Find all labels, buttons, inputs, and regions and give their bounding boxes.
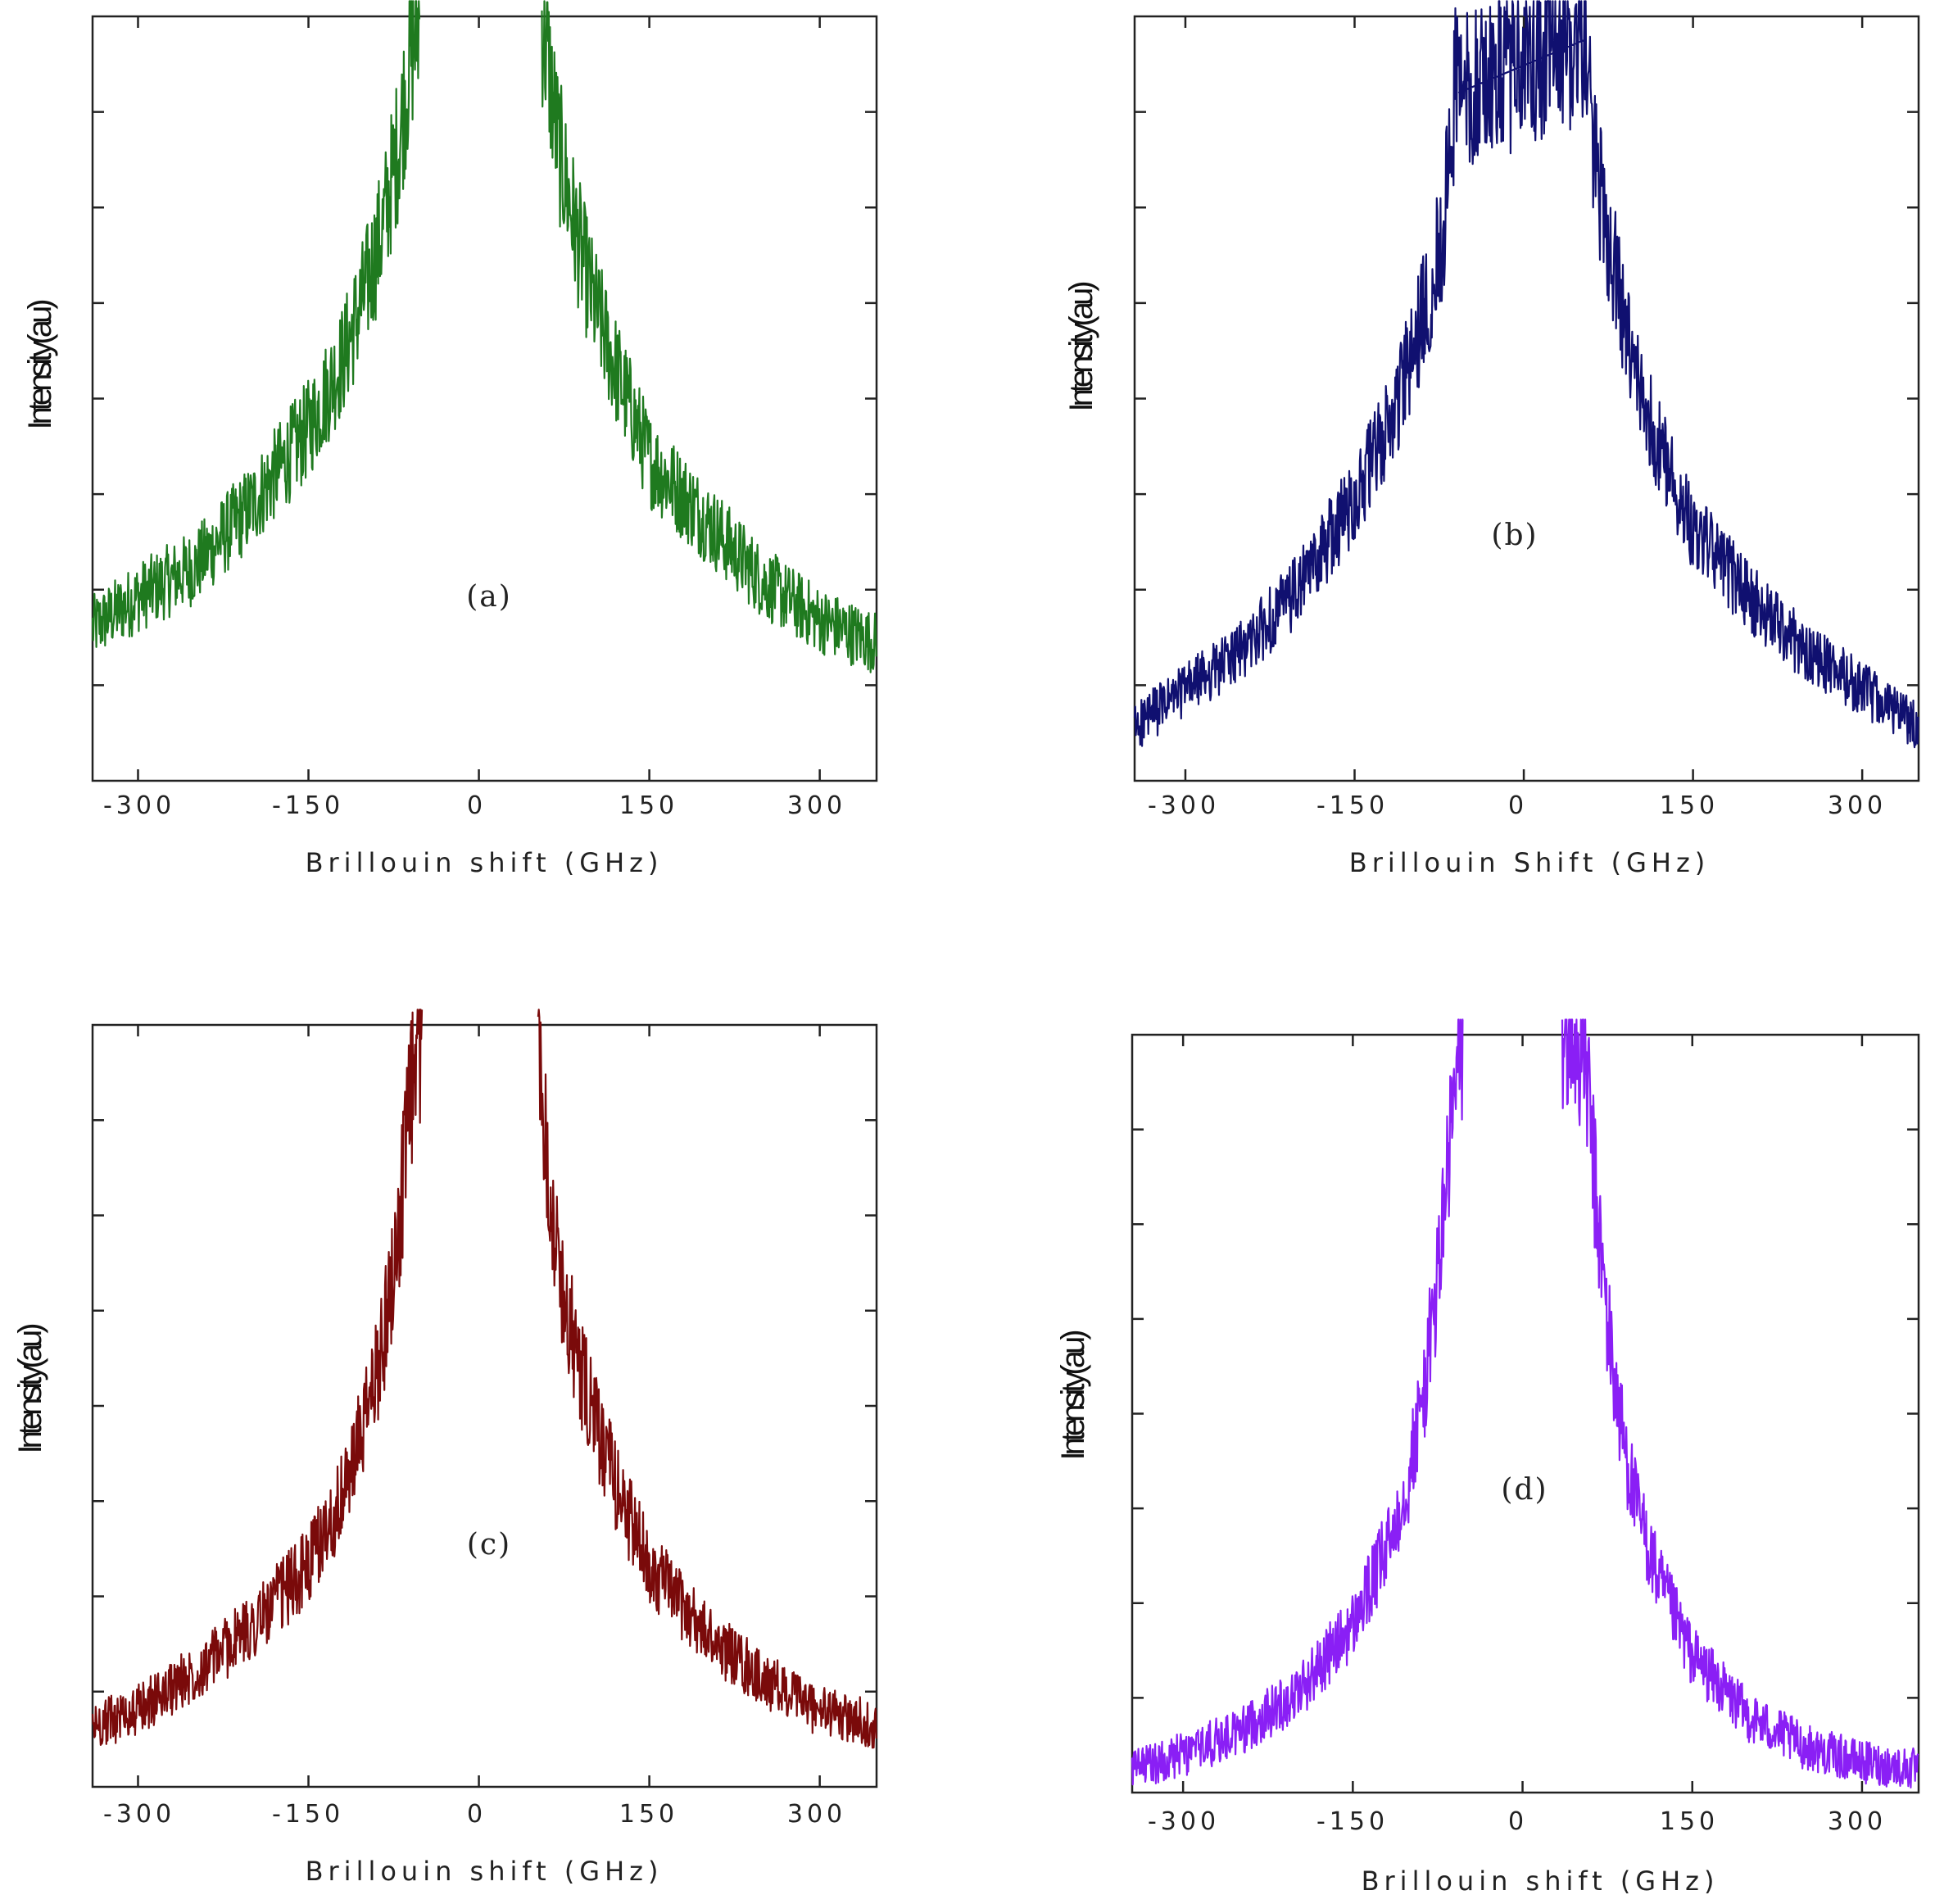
plot-frame xyxy=(1133,15,1920,782)
panel-annotation: (b) xyxy=(1491,519,1538,552)
tick-marks xyxy=(1135,16,1919,781)
x-tick-label: 0 xyxy=(1508,1807,1528,1836)
series-line-group xyxy=(91,1009,877,1749)
series-line-b xyxy=(1133,0,1919,749)
panel-annotation: (a) xyxy=(466,580,512,614)
series-line-group xyxy=(1133,0,1919,749)
panel-d: -300 -150 0 150 300 Brillouin shift (GHz… xyxy=(1055,1018,1920,1897)
plot-frame xyxy=(91,15,878,782)
x-tick-label: 150 xyxy=(1660,791,1719,820)
y-axis-label: Intensity(au) xyxy=(1055,1331,1091,1461)
x-tick-label: -150 xyxy=(272,1800,344,1829)
x-tick-label: -150 xyxy=(272,791,344,820)
x-axis-label: Brillouin shift (GHz) xyxy=(306,1856,664,1887)
x-tick-label: 150 xyxy=(619,791,678,820)
x-axis-label: Brillouin shift (GHz) xyxy=(306,847,664,878)
x-axis-label: Brillouin shift (GHz) xyxy=(1362,1865,1720,1897)
panel-c: -300 -150 0 150 300 Brillouin shift (GHz… xyxy=(12,1009,878,1887)
plot-frame xyxy=(1131,1033,1920,1794)
tick-marks xyxy=(93,16,877,781)
series-line-group xyxy=(91,0,877,673)
series-line-d xyxy=(1131,1018,1919,1788)
x-tick-label: -300 xyxy=(1148,791,1220,820)
x-tick-label: 300 xyxy=(787,1800,846,1829)
x-tick-label: 300 xyxy=(1828,791,1887,820)
x-tick-label: 0 xyxy=(467,1800,487,1829)
x-tick-label: -150 xyxy=(1316,1807,1389,1836)
tick-marks xyxy=(93,1025,877,1787)
panel-annotation: (c) xyxy=(467,1528,511,1562)
series-line-c xyxy=(91,1009,877,1749)
x-tick-label: 150 xyxy=(619,1800,678,1829)
x-tick-label: -300 xyxy=(103,791,175,820)
tick-marks xyxy=(1132,1035,1919,1793)
series-line-a xyxy=(91,0,877,673)
panel-b: -300 -150 0 150 300 Brillouin Shift (GHz… xyxy=(1063,0,1920,878)
panel-a: -300 -150 0 150 300 Brillouin shift (GHz… xyxy=(22,0,878,878)
series-line-group xyxy=(1131,1018,1919,1788)
x-tick-label: -300 xyxy=(103,1800,175,1829)
x-tick-label: 300 xyxy=(1828,1807,1887,1836)
x-tick-label: 300 xyxy=(787,791,846,820)
x-tick-label: 0 xyxy=(1508,791,1528,820)
x-tick-label: -150 xyxy=(1316,791,1389,820)
x-axis-label: Brillouin Shift (GHz) xyxy=(1349,847,1711,878)
y-axis-label: Intensity(au) xyxy=(12,1325,48,1454)
x-tick-label: 150 xyxy=(1660,1807,1719,1836)
y-axis-label: Intensity(au) xyxy=(1063,283,1099,412)
x-tick-label: -300 xyxy=(1148,1807,1220,1836)
panel-annotation: (d) xyxy=(1501,1473,1548,1507)
y-axis-label: Intensity(au) xyxy=(22,301,58,430)
x-tick-label: 0 xyxy=(467,791,487,820)
